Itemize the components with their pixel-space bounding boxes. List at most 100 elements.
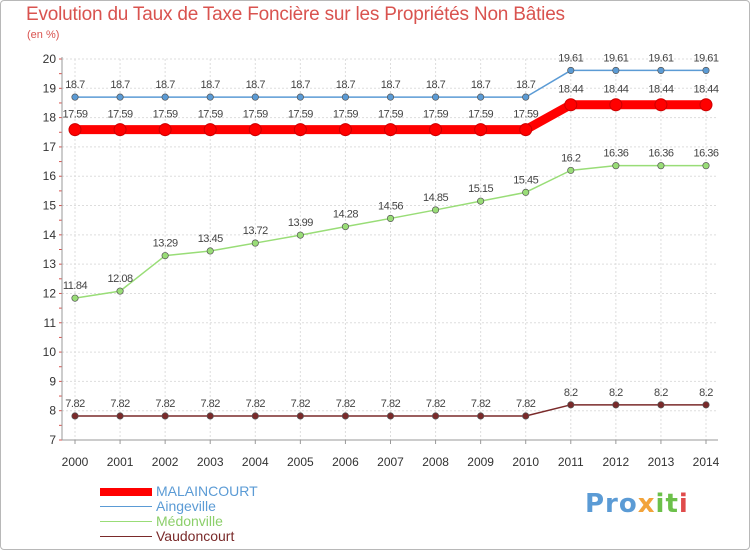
data-point-vaudoncourt (432, 412, 440, 420)
data-point-aingeville (567, 66, 575, 74)
data-label-medonville: 12.08 (108, 273, 133, 285)
data-point-aingeville (477, 93, 485, 101)
data-label-aingeville: 18.7 (426, 79, 446, 91)
data-label-vaudoncourt: 8.2 (609, 387, 623, 399)
data-label-aingeville: 19.61 (648, 52, 673, 64)
data-point-medonville (702, 162, 710, 170)
data-labels: 18.7 18.7 18.7 18.7 18.7 18.7 18.7 18.7 18.7 18.7… (62, 52, 719, 410)
data-label-malaincourt: 18.44 (648, 84, 673, 96)
data-label-medonville: 15.45 (513, 174, 538, 186)
data-point-malaincourt (609, 98, 623, 112)
data-point-malaincourt (203, 123, 217, 137)
data-point-vaudoncourt (567, 401, 575, 409)
x-tick-label: 2000 (62, 455, 89, 469)
proxiti-logo: Proxiti (585, 489, 689, 519)
x-tick-label: 2011 (558, 455, 584, 469)
data-point-vaudoncourt (251, 412, 259, 420)
data-label-aingeville: 18.7 (471, 79, 491, 91)
legend-swatch (100, 487, 152, 496)
data-point-medonville (161, 252, 169, 260)
data-label-medonville: 16.2 (561, 152, 581, 164)
data-label-malaincourt: 17.59 (62, 109, 87, 121)
y-tick-label: 8 (49, 404, 56, 418)
data-label-malaincourt: 17.59 (198, 109, 223, 121)
x-tick-label: 2013 (648, 455, 675, 469)
data-label-vaudoncourt: 8.2 (654, 387, 668, 399)
data-label-aingeville: 19.61 (603, 52, 628, 64)
data-label-vaudoncourt: 7.82 (471, 398, 491, 410)
data-label-medonville: 13.72 (243, 225, 268, 237)
x-tick-label: 2005 (287, 455, 314, 469)
data-label-malaincourt: 18.44 (558, 84, 583, 96)
y-tick-label: 9 (49, 374, 56, 388)
data-point-medonville (386, 214, 395, 222)
data-label-malaincourt: 17.59 (378, 109, 403, 121)
x-tick-label: 2008 (422, 455, 449, 469)
data-point-aingeville (206, 93, 214, 101)
data-label-medonville: 14.28 (333, 209, 358, 221)
data-point-malaincourt (429, 123, 443, 137)
data-point-vaudoncourt (296, 412, 304, 420)
data-label-aingeville: 19.61 (693, 52, 718, 64)
data-point-malaincourt (699, 98, 713, 112)
axes (59, 57, 718, 444)
y-tick-label: 17 (43, 140, 57, 154)
legend-label: Médonville (156, 513, 223, 529)
data-point-vaudoncourt (116, 412, 124, 420)
y-tick-label: 15 (43, 199, 57, 213)
data-point-vaudoncourt (657, 401, 665, 409)
x-tick-label: 2002 (152, 455, 179, 469)
legend-item-aingeville: Aingeville (100, 499, 258, 514)
data-point-aingeville (296, 93, 304, 101)
data-label-aingeville: 18.7 (246, 79, 266, 91)
y-tick-label: 11 (44, 316, 57, 330)
data-label-vaudoncourt: 7.82 (155, 398, 175, 410)
x-tick-label: 2006 (332, 455, 359, 469)
data-point-malaincourt (248, 123, 262, 137)
data-label-malaincourt: 17.59 (513, 109, 538, 121)
data-label-medonville: 14.85 (423, 192, 448, 204)
x-tick-label: 2003 (197, 455, 224, 469)
data-label-malaincourt: 17.59 (468, 109, 493, 121)
data-point-aingeville (522, 93, 530, 101)
data-point-medonville (612, 162, 620, 170)
y-tick-label: 19 (43, 81, 57, 95)
data-point-medonville (477, 197, 485, 205)
y-tick-label: 14 (43, 228, 57, 242)
data-label-aingeville: 18.7 (65, 79, 85, 91)
data-point-medonville (341, 223, 349, 231)
data-label-aingeville: 19.61 (558, 52, 583, 64)
data-point-aingeville (251, 93, 259, 101)
data-point-vaudoncourt (477, 412, 485, 420)
data-point-medonville (251, 239, 259, 247)
data-label-medonville: 13.99 (288, 217, 313, 229)
y-tick-label: 10 (43, 345, 57, 359)
data-label-vaudoncourt: 7.82 (336, 398, 356, 410)
data-point-malaincourt (113, 123, 127, 137)
data-point-malaincourt (158, 123, 172, 137)
data-point-malaincourt (519, 123, 533, 137)
data-label-vaudoncourt: 7.82 (516, 398, 536, 410)
data-label-vaudoncourt: 7.82 (246, 398, 266, 410)
data-point-malaincourt (654, 98, 668, 112)
data-point-medonville (296, 231, 304, 239)
data-label-aingeville: 18.7 (201, 79, 221, 91)
data-label-malaincourt: 17.59 (423, 109, 448, 121)
data-label-aingeville: 18.7 (381, 79, 401, 91)
data-label-vaudoncourt: 7.82 (426, 398, 446, 410)
data-point-vaudoncourt (522, 412, 530, 420)
data-label-malaincourt: 17.59 (333, 109, 358, 121)
data-label-vaudoncourt: 8.2 (699, 387, 713, 399)
data-label-aingeville: 18.7 (155, 79, 175, 91)
data-point-vaudoncourt (386, 412, 395, 420)
x-tick-label: 2012 (603, 455, 630, 469)
y-tick-label: 20 (43, 52, 57, 66)
data-label-vaudoncourt: 7.82 (201, 398, 221, 410)
data-point-medonville (522, 188, 530, 196)
data-point-aingeville (612, 66, 620, 74)
x-tick-label: 2001 (107, 455, 134, 469)
data-point-medonville (657, 162, 665, 170)
data-point-vaudoncourt (612, 401, 620, 409)
